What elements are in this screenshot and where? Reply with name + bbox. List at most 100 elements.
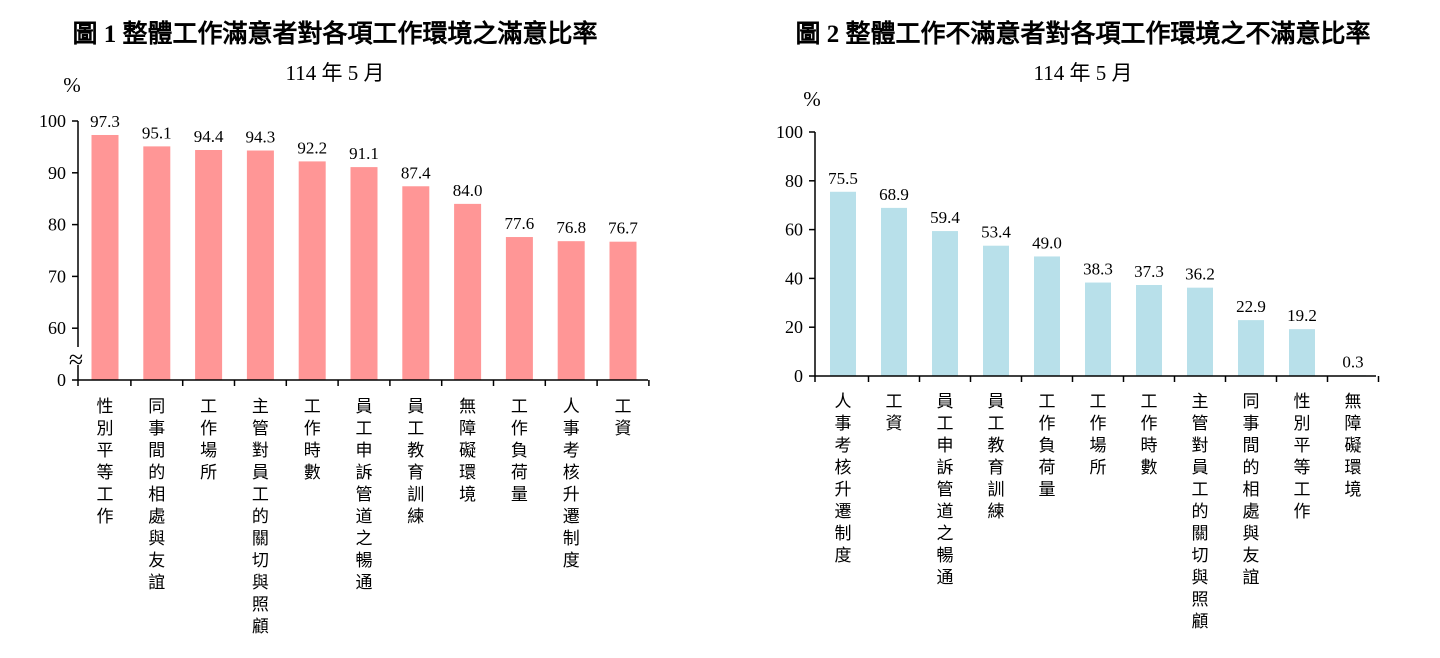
category-label-char: 切 — [1192, 546, 1209, 565]
y-tick-label: 20 — [785, 317, 803, 337]
category-label-char: 時 — [304, 441, 321, 460]
category-label-char: 環 — [459, 463, 476, 482]
data-label: 59.4 — [930, 208, 960, 227]
category-label-char: 處 — [148, 507, 165, 526]
data-label: 77.6 — [505, 214, 535, 233]
bar-2 — [881, 207, 907, 376]
category-label-char: 訴 — [356, 463, 373, 482]
category-label-char: 對 — [252, 441, 269, 460]
bar-6 — [1085, 282, 1111, 376]
category-label-char: 事 — [1243, 414, 1260, 433]
bar-7 — [1136, 284, 1162, 376]
category-label-char: 工 — [886, 392, 903, 411]
category-label-char: 照 — [252, 595, 269, 614]
y-axis-label-2: % — [803, 87, 821, 111]
category-label-char: 道 — [937, 502, 954, 521]
category-label-char: 性 — [97, 397, 114, 416]
data-label: 92.2 — [297, 138, 327, 157]
category-label-char: 所 — [200, 463, 217, 482]
y-tick-label: 0 — [794, 366, 803, 386]
axis-break-icon: ≈ — [69, 345, 83, 374]
category-label-char: 通 — [356, 573, 373, 592]
bar-9 — [505, 237, 533, 380]
data-label: 0.3 — [1342, 352, 1363, 371]
bar-5 — [298, 161, 326, 380]
category-label-char: 人 — [835, 392, 852, 411]
category-label-char: 的 — [1243, 458, 1260, 477]
data-label: 94.4 — [194, 127, 224, 146]
data-label: 95.1 — [142, 123, 172, 142]
bar-7 — [402, 186, 430, 380]
category-label-char: 誼 — [1243, 568, 1260, 587]
bar-10 — [557, 241, 585, 380]
data-label: 97.3 — [90, 112, 120, 131]
category-label-char: 負 — [1039, 436, 1056, 455]
category-label-char: 工 — [1192, 480, 1209, 499]
category-label-char: 暢 — [937, 546, 954, 565]
category-label-char: 制 — [835, 524, 852, 543]
category-label-char: 作 — [97, 507, 114, 526]
data-label: 53.4 — [981, 223, 1011, 242]
category-label-char: 工 — [1039, 392, 1056, 411]
bar-11 — [609, 241, 637, 380]
category-label-char: 員 — [1192, 458, 1209, 477]
category-label-char: 管 — [1192, 414, 1209, 433]
category-label-char: 工 — [356, 419, 373, 438]
category-label-char: 訓 — [407, 485, 424, 504]
bar-5 — [1034, 256, 1060, 376]
category-label-char: 礙 — [459, 441, 476, 460]
y-tick-label: 90 — [48, 163, 66, 183]
category-label-char: 之 — [356, 529, 373, 548]
category-label-char: 員 — [356, 397, 373, 416]
category-label-char: 同 — [148, 397, 165, 416]
category-label-char: 的 — [148, 463, 165, 482]
category-label-char: 別 — [97, 419, 114, 438]
y-axis-label-1: % — [63, 73, 81, 97]
y-tick-label: 70 — [48, 266, 66, 286]
bar-1 — [830, 191, 856, 376]
category-label-char: 升 — [563, 485, 580, 504]
category-label-char: 事 — [563, 419, 580, 438]
category-label-char: 員 — [988, 392, 1005, 411]
category-label-char: 管 — [937, 480, 954, 499]
category-label-char: 境 — [1345, 480, 1362, 499]
bar-3 — [195, 150, 223, 380]
category-label-char: 等 — [97, 463, 114, 482]
category-label-char: 友 — [148, 551, 165, 570]
category-label-char: 作 — [1039, 414, 1056, 433]
category-label-char: 同 — [1243, 392, 1260, 411]
y-tick-label: 80 — [48, 215, 66, 235]
category-label-char: 別 — [1294, 414, 1311, 433]
data-label: 37.3 — [1134, 262, 1164, 281]
category-label-char: 平 — [97, 441, 114, 460]
category-label-char: 工 — [1090, 392, 1107, 411]
chart-title-2: 圖 2 整體工作不滿意者對各項工作環境之不滿意比率 — [795, 19, 1370, 48]
data-label: 76.7 — [608, 219, 638, 238]
category-label-char: 員 — [407, 397, 424, 416]
category-label-char: 事 — [835, 414, 852, 433]
category-label-char: 申 — [937, 436, 954, 455]
category-label-char: 教 — [407, 441, 424, 460]
bar-4 — [983, 245, 1009, 376]
category-label-char: 境 — [459, 485, 476, 504]
data-label: 94.3 — [246, 128, 276, 147]
category-label-char: 工 — [988, 414, 1005, 433]
category-label-char: 管 — [356, 485, 373, 504]
category-label-char: 無 — [1345, 392, 1362, 411]
category-label-char: 育 — [988, 458, 1005, 477]
data-label: 76.8 — [556, 218, 586, 237]
category-label-char: 友 — [1243, 546, 1260, 565]
bar-8 — [1187, 287, 1213, 376]
category-label-char: 工 — [1294, 480, 1311, 499]
category-label-char: 資 — [886, 414, 903, 433]
category-label-char: 的 — [252, 507, 269, 526]
category-label-char: 荷 — [511, 463, 528, 482]
category-label-char: 相 — [148, 485, 165, 504]
category-label-char: 與 — [1243, 524, 1260, 543]
category-label-char: 無 — [459, 397, 476, 416]
category-label-char: 工 — [97, 485, 114, 504]
category-label-char: 事 — [148, 419, 165, 438]
data-label: 49.0 — [1032, 233, 1062, 252]
data-label: 68.9 — [879, 185, 909, 204]
